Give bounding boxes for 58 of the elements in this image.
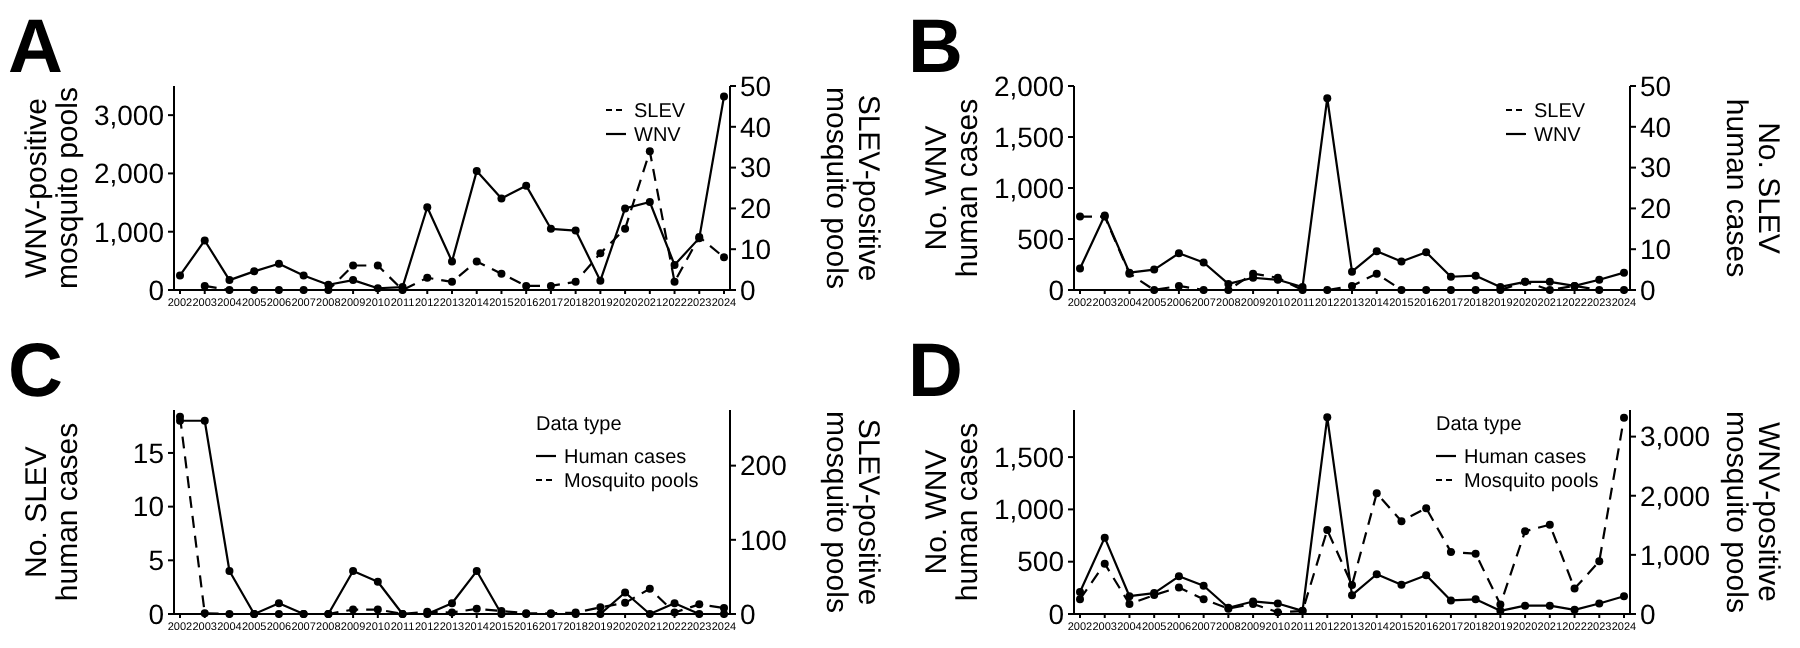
y-tick-label: 0 <box>1048 273 1065 306</box>
y-tick-label: 5 <box>148 544 165 577</box>
y2-tick-label: 30 <box>1640 151 1672 184</box>
y2-tick-label: 10 <box>1640 233 1672 265</box>
y-tick-label: 2,000 <box>93 157 165 190</box>
y2-tick-label: 40 <box>1640 110 1672 143</box>
legend-label: Human cases <box>564 447 687 469</box>
y2-tick-label: 50 <box>740 69 772 102</box>
y-axis-title: No. SLEV human cases <box>19 422 85 602</box>
y2-tick-label: 0 <box>1640 597 1656 630</box>
y2-tick-label: 0 <box>1640 273 1656 306</box>
y-tick-label: 3,000 <box>93 98 165 131</box>
chart-title: B <box>908 6 963 90</box>
chart-title: C <box>8 330 63 414</box>
y-tick-label: 1,000 <box>93 215 165 248</box>
y2-tick-label: 10 <box>740 233 772 265</box>
chart-title: A <box>8 6 63 90</box>
legend-label: Mosquito pools <box>564 471 699 493</box>
y2-tick-label: 3,000 <box>1640 420 1711 453</box>
chart-title: D <box>908 330 963 414</box>
y2-tick-label: 20 <box>1640 192 1672 225</box>
legend-label: WNV <box>634 125 682 147</box>
legend-label: Human cases <box>1464 447 1587 469</box>
y-tick-label: 500 <box>1017 545 1065 578</box>
y-tick-label: 1,000 <box>993 493 1065 526</box>
y-tick-label: 10 <box>132 490 165 523</box>
y2-tick-label: 1,000 <box>1640 538 1711 571</box>
y2-tick-label: 30 <box>740 151 772 184</box>
y-tick-label: 15 <box>132 436 165 469</box>
legend-title: Data type <box>536 414 623 436</box>
y-tick-label: 1,500 <box>993 440 1065 473</box>
y-tick-label: 0 <box>148 273 165 306</box>
y2-tick-label: 20 <box>740 192 772 225</box>
legend-label: Mosquito pools <box>1464 471 1599 493</box>
y-tick-label: 0 <box>1048 597 1065 630</box>
y-tick-label: 1,500 <box>993 120 1065 153</box>
y2-tick-label: 0 <box>740 597 756 630</box>
legend-title: Data type <box>1436 414 1523 436</box>
y-tick-label: 2,000 <box>993 69 1065 102</box>
y-axis-title: No. WNV human cases <box>919 422 985 602</box>
y-tick-label: 500 <box>1017 222 1065 255</box>
y-tick-label: 1,000 <box>993 171 1065 204</box>
y2-axis-title: No. SLEV human cases <box>1719 98 1785 278</box>
y2-tick-label: 2,000 <box>1640 479 1711 512</box>
legend-label: SLEV <box>634 101 686 123</box>
legend-label: WNV <box>1534 125 1582 147</box>
legend-label: SLEV <box>1534 101 1586 123</box>
y2-tick-label: 0 <box>740 273 756 306</box>
y2-tick-label: 50 <box>1640 69 1672 102</box>
y-axis-title: WNV-positive mosquito pools <box>19 87 85 289</box>
y2-axis-title: WNV-positive mosquito pools <box>1719 411 1785 613</box>
y-tick-label: 0 <box>148 597 165 630</box>
y2-tick-label: 100 <box>740 523 788 556</box>
y2-axis-title: SLEV-positive mosquito pools <box>819 411 885 613</box>
y2-axis-title: SLEV-positive mosquito pools <box>819 87 885 289</box>
y2-tick-label: 200 <box>740 449 788 482</box>
y-axis-title: No. WNV human cases <box>919 98 985 278</box>
y2-tick-label: 40 <box>740 110 772 143</box>
